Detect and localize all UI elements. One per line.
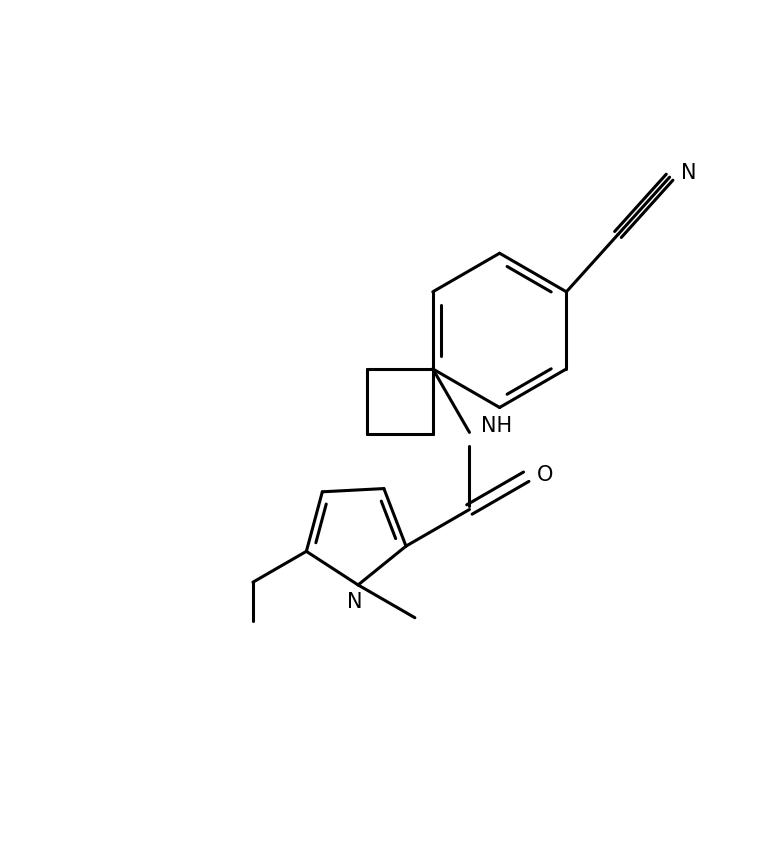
Text: N: N [348,592,363,612]
Text: NH: NH [481,416,512,436]
Text: O: O [537,465,553,485]
Text: N: N [681,163,697,183]
